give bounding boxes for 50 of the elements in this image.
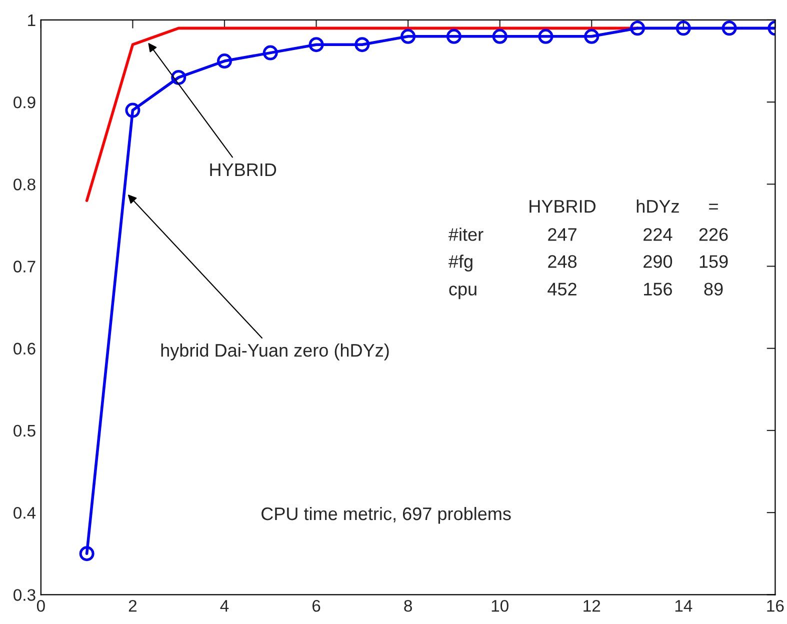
annotation: 156 [644,282,672,296]
annotation: 247 [548,228,576,241]
x-tick-label: 4 [220,600,229,612]
point [400,28,416,44]
x-tick-label: 14 [675,600,692,612]
annotation: #iter [448,228,484,241]
point [630,20,646,36]
point [722,20,737,36]
point [538,28,554,44]
y-tick-label: 0.4 [14,506,36,519]
x-tick-label: 10 [492,600,508,612]
y-tick-label: 1 [28,14,36,26]
y-tick-label: 0.7 [14,260,36,272]
annotation: #fg [448,254,472,272]
y-tick-label: 0.5 [14,424,36,437]
point [584,28,600,44]
annotation: HYBRID [530,200,596,213]
annotation: hybrid Dai-Yuan zero (hDYz) [161,343,389,360]
point [79,546,94,562]
point [676,20,691,36]
point [262,45,278,60]
annotation: 89 [704,282,723,296]
point [354,37,370,52]
x-tick-label: 0 [36,600,45,612]
annotation: 224 [644,228,672,241]
annotation: hDYz [636,199,679,213]
annotation: HYBRID [210,164,276,176]
annotation: cpu [449,286,476,300]
y-tick-label: 0.9 [14,96,36,108]
x-tick-label: 6 [312,600,320,612]
point [446,28,462,44]
point [171,70,186,85]
annotation: 226 [699,228,728,241]
point [125,102,140,118]
annotation: 159 [700,255,728,268]
y-tick-label: 0.6 [14,342,36,355]
x-tick-label: 8 [404,600,412,612]
y-tick-label: 0.8 [14,178,36,190]
point [308,37,324,52]
x-tick-label: 16 [767,600,784,612]
annotation: CPU time metric, 697 problems [262,506,511,524]
annotation: 452 [548,282,576,296]
annotation: 248 [548,255,577,268]
x-tick-label: 12 [584,600,600,612]
y-tick-label: 0.3 [14,589,36,601]
annotation: 290 [644,255,672,268]
x-tick-label: 2 [128,600,137,612]
point [492,28,508,44]
annotation: = [709,204,718,210]
point [216,54,232,69]
